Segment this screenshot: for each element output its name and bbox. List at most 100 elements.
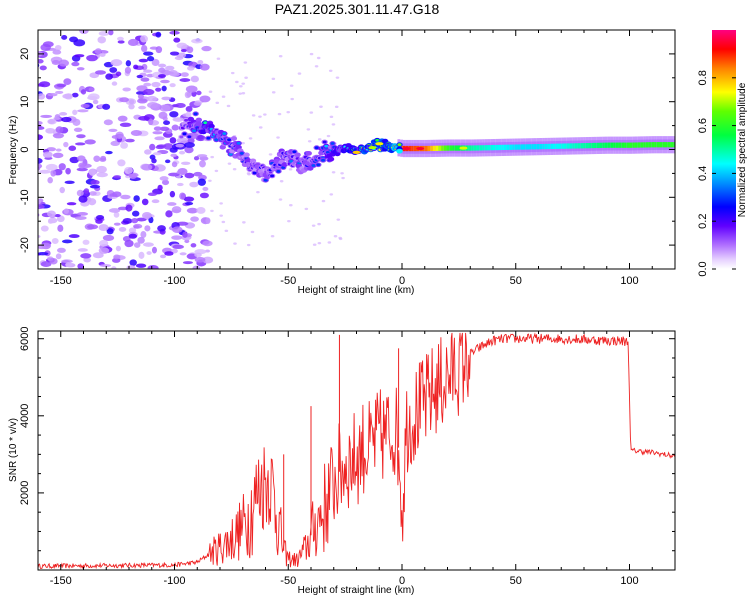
spectrogram-noise-blob (202, 240, 213, 247)
spectrogram-noise-blob (49, 257, 58, 265)
spectrogram-noise-blob (146, 251, 152, 255)
spectrogram-noise-blob (71, 61, 80, 67)
spectrogram-noise-blob (47, 118, 57, 125)
spectrogram-noise-blob (74, 54, 85, 58)
colorbar-tick-label: 0.4 (697, 166, 709, 181)
spectrogram-noise-blob (141, 163, 153, 171)
spectrogram-noise-blob (133, 242, 141, 248)
spectrogram-noise-blob (77, 248, 88, 252)
spectrogram-noise-blob (143, 51, 154, 56)
snr-marks (38, 332, 675, 570)
spectrogram-band (427, 145, 431, 152)
spectrogram-noise-blob (331, 171, 336, 174)
spectrogram-noise-blob (124, 239, 134, 248)
spectrogram-band (468, 145, 472, 151)
spectrogram-noise-blob (64, 180, 75, 185)
spectrogram-noise-blob (232, 168, 237, 171)
spectrogram-xlabel: Height of straight line (km) (298, 285, 415, 296)
spectrogram-noise-blob (144, 225, 151, 232)
spectrogram-noise-blob (119, 122, 132, 127)
spectrogram-noise-blob (80, 253, 92, 259)
spectrogram-noise-blob (133, 64, 139, 70)
spectrogram-noise-blob (38, 251, 49, 256)
spectrogram-ridge-blob (206, 136, 211, 140)
spectrogram-noise-blob (180, 48, 187, 53)
spectrogram-ridge-blob (245, 158, 252, 163)
spectrogram-noise-blob (219, 214, 223, 217)
spectrogram-band (569, 143, 573, 149)
spectrogram-noise-blob (120, 142, 128, 149)
spectrogram-noise-blob (76, 167, 88, 172)
spectrogram-noise-blob (227, 162, 232, 165)
spectrogram-noise-blob (111, 266, 117, 269)
spectrogram-ridge-blob (187, 135, 192, 139)
spectrogram-band (615, 142, 619, 148)
spectrogram-noise-blob (61, 259, 73, 264)
spectrogram-noise-blob (179, 192, 186, 200)
spectrogram-noise-blob (84, 139, 96, 145)
spectrogram-noise-blob (170, 153, 178, 158)
y-tick-label: 4000 (19, 404, 31, 428)
spectrogram-noise-blob (190, 216, 199, 222)
spectrogram-noise-blob (76, 67, 85, 71)
spectrogram-noise-blob (278, 55, 283, 58)
spectrogram-noise-blob (219, 202, 223, 205)
spectrogram-band (629, 142, 633, 148)
colorbar: 0.0 0.2 0.4 0.6 0.8 Normalized spectral ampl… (697, 30, 748, 277)
spectrogram-noise-blob (238, 92, 243, 95)
spectrogram-noise-blob (38, 126, 45, 130)
spectrogram-noise-blob (47, 219, 54, 224)
spectrogram-noise-blob (135, 263, 147, 268)
spectrogram-band (645, 142, 649, 148)
spectrogram-band (659, 142, 663, 148)
spectrogram-noise-blob (99, 264, 112, 268)
spectrogram-noise-blob (98, 247, 110, 254)
spectrogram-noise-blob (52, 49, 62, 55)
spectrogram-ridge-blob (316, 163, 321, 167)
spectrogram-noise-blob (133, 195, 140, 202)
spectrogram-band (446, 145, 450, 151)
colorbar-tick-label: 0.0 (697, 261, 709, 276)
spectrogram-band (536, 144, 540, 150)
spectrogram-noise-blob (127, 38, 139, 47)
colorbar-ticks: 0.0 0.2 0.4 0.6 0.8 (697, 70, 736, 277)
spectrogram-noise-blob (277, 112, 282, 116)
spectrogram-band (484, 145, 488, 151)
spectrogram-band (539, 143, 543, 150)
spectrogram-noise-blob (117, 159, 126, 167)
spectrogram-noise-blob (171, 235, 183, 240)
spectrogram-noise-blob (108, 208, 121, 213)
spectrogram-noise-blob (88, 87, 95, 92)
spectrogram-noise-blob (38, 59, 44, 64)
spectrogram-noise-blob (175, 102, 186, 109)
spectrogram-noise-blob (151, 199, 160, 204)
spectrogram-noise-blob (165, 65, 175, 71)
spectrogram-noise-blob (263, 113, 267, 116)
spectrogram-noise-blob (77, 109, 89, 113)
spectrogram-ridge-blob (397, 143, 402, 147)
spectrogram-marks (30, 30, 675, 269)
spectrogram-noise-blob (137, 236, 145, 244)
spectrogram-noise-blob (133, 223, 143, 229)
spectrogram-noise-blob (182, 231, 188, 238)
spectrogram-noise-blob (30, 213, 35, 220)
spectrogram-noise-blob (128, 173, 138, 180)
spectrogram-noise-blob (30, 133, 38, 138)
spectrogram-noise-blob (169, 51, 180, 56)
spectrogram-band (640, 142, 644, 148)
spectrogram-noise-blob (162, 116, 168, 121)
spectrogram-noise-blob (161, 85, 167, 92)
spectrogram-noise-blob (38, 204, 45, 210)
spectrogram-noise-blob (87, 224, 99, 230)
spectrogram-band (512, 144, 515, 150)
spectrogram-noise-blob (155, 145, 165, 150)
spectrogram-noise-blob (190, 75, 199, 83)
spectrogram-noise-blob (38, 199, 41, 205)
spectrogram-noise-blob (92, 99, 99, 105)
spectrogram-noise-blob (239, 85, 243, 88)
spectrogram-noise-blob (115, 245, 121, 252)
spectrogram-noise-blob (338, 237, 343, 241)
snr-series-line (38, 332, 675, 570)
spectrogram-noise-blob (122, 87, 131, 92)
